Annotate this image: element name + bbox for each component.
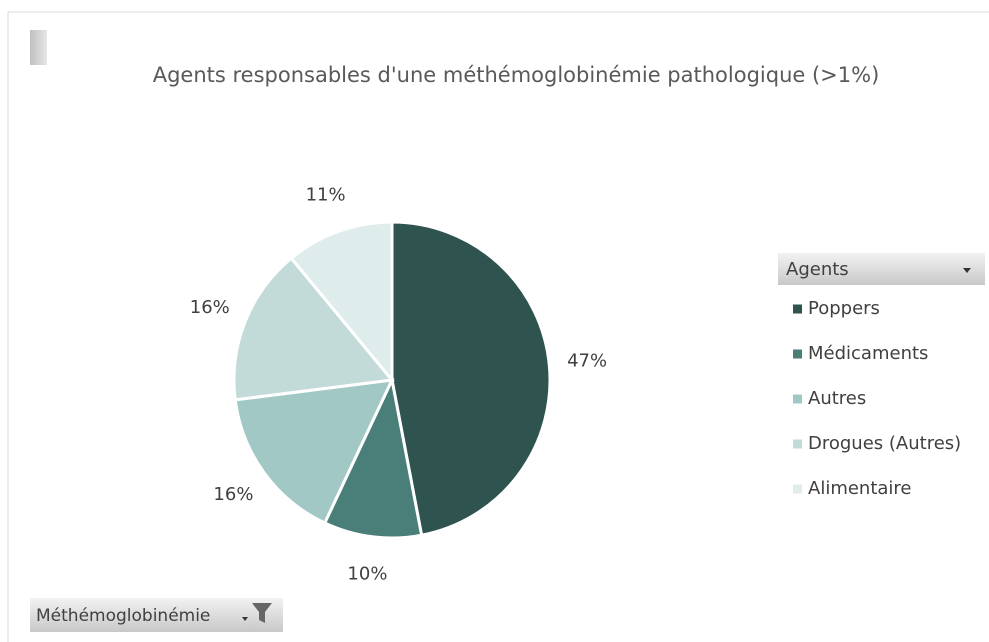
dropdown-icon [963, 268, 971, 273]
legend-label: Drogues (Autres) [808, 433, 961, 454]
legend-swatch [793, 394, 802, 404]
legend-label: Alimentaire [808, 478, 912, 499]
legend-swatch [793, 304, 802, 314]
pie-slice [232, 256, 395, 402]
handle [30, 30, 47, 65]
pie-slice [390, 220, 552, 537]
filter-field: Méthémoglobinémie [36, 606, 210, 626]
pie-slice [233, 378, 395, 525]
legend-header[interactable] [778, 253, 985, 285]
data-label: 16% [190, 297, 230, 318]
filter-button[interactable] [30, 598, 283, 632]
legend-label: Autres [808, 388, 866, 409]
legend-title: Agents [786, 259, 849, 280]
data-label: 10% [347, 563, 387, 584]
pie-slice [322, 375, 424, 540]
data-label: 16% [213, 484, 253, 505]
filter-icon [252, 603, 272, 623]
legend-label: Médicaments [808, 343, 928, 364]
legend-swatch [793, 484, 802, 494]
dropdown-icon [242, 617, 248, 621]
pie-slice [289, 220, 394, 385]
legend-label: Poppers [808, 298, 880, 319]
legend-swatch [793, 439, 802, 449]
data-label: 47% [567, 351, 607, 372]
chart-title: Agents responsables d'une méthémoglobiné… [152, 63, 880, 87]
legend-swatch [793, 349, 802, 359]
data-label: 11% [306, 185, 346, 206]
